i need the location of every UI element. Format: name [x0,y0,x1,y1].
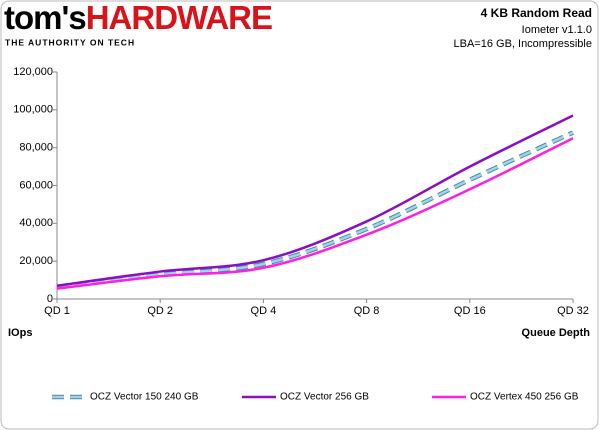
x-tick-label: QD 8 [354,305,380,317]
x-tick-label: QD 1 [44,305,70,317]
chart-subtitle: Iometer v1.1.0 [522,24,592,36]
x-axis-label: Queue Depth [522,327,591,339]
y-tick-label: 60,000 [19,179,53,191]
x-tick-label: QD 16 [454,305,486,317]
series-line [56,131,574,288]
legend-label: OCZ Vector 150 240 GB [90,392,199,403]
series-line [56,137,574,290]
y-tick-label: 120,000 [13,66,53,78]
chart-title: 4 KB Random Read [481,6,592,20]
x-tick-label: QD 2 [147,305,173,317]
y-tick-label: 80,000 [19,142,53,154]
logo-brand: tom'sHARDWARE [4,0,272,36]
chart-subtitle: LBA=16 GB, Incompressible [454,38,593,50]
x-tick-label: QD 32 [557,305,589,317]
y-tick-label: 0 [47,293,53,305]
series-line [56,114,574,287]
y-tick-label: 100,000 [13,104,53,116]
logo-name: HARDWARE [86,0,272,36]
logo-tagline: THE AUTHORITY ON TECH [5,37,135,47]
logo-brand-text: tom's [4,0,86,36]
y-axis-label: IOps [8,327,32,339]
x-tick-label: QD 4 [251,305,277,317]
legend-label: OCZ Vector 256 GB [280,392,369,403]
y-tick-label: 20,000 [19,255,53,267]
legend-label: OCZ Vertex 450 256 GB [470,392,579,403]
y-tick-label: 40,000 [19,217,53,229]
